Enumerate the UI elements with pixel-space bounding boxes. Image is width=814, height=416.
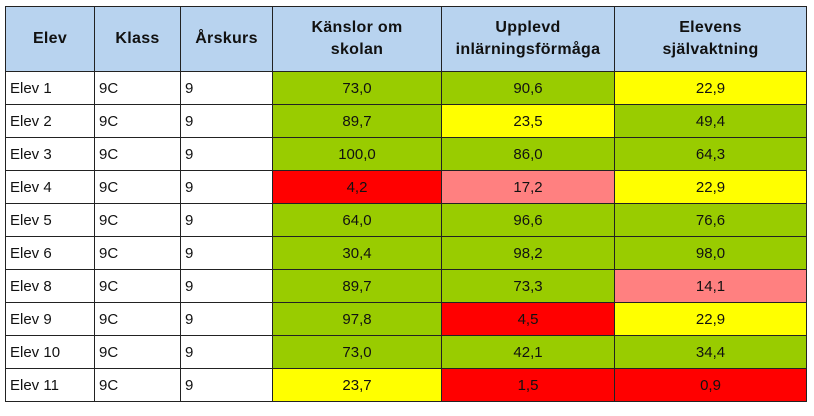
cell-kanslor: 89,7: [272, 104, 442, 138]
cell-upplevd: 17,2: [441, 170, 615, 204]
cell-kanslor: 64,0: [272, 203, 442, 237]
column-header-label: Upplevd inlärningsförmåga: [455, 19, 601, 58]
cell-klass: 9C: [94, 302, 181, 336]
table-row: Elev 3 9C 9 100,0 86,0 64,3: [5, 137, 807, 171]
cell-sjalv: 34,4: [614, 335, 807, 369]
cell-sjalv: 64,3: [614, 137, 807, 171]
cell-klass: 9C: [94, 104, 181, 138]
cell-arskurs: 9: [180, 137, 273, 171]
table-body: Elev 1 9C 9 73,0 90,6 22,9 Elev 2 9C 9 89,7 23,5 49…: [5, 71, 807, 402]
cell-klass: 9C: [94, 236, 181, 270]
cell-kanslor: 89,7: [272, 269, 442, 303]
column-header-label: Elevens självaktning: [662, 19, 759, 58]
table-row: Elev 8 9C 9 89,7 73,3 14,1: [5, 269, 807, 303]
table-row: Elev 5 9C 9 64,0 96,6 76,6: [5, 203, 807, 237]
cell-upplevd: 42,1: [441, 335, 615, 369]
table-row: Elev 2 9C 9 89,7 23,5 49,4: [5, 104, 807, 138]
cell-kanslor: 100,0: [272, 137, 442, 171]
column-header-kanslor-om-skolan: Känslor om skolan: [272, 6, 442, 72]
cell-kanslor: 97,8: [272, 302, 442, 336]
column-header-elevens-sjalvaktning: Elevens självaktning: [614, 6, 807, 72]
cell-arskurs: 9: [180, 170, 273, 204]
cell-kanslor: 4,2: [272, 170, 442, 204]
cell-arskurs: 9: [180, 269, 273, 303]
cell-sjalv: 22,9: [614, 170, 807, 204]
cell-arskurs: 9: [180, 368, 273, 402]
cell-klass: 9C: [94, 71, 181, 105]
table-row: Elev 10 9C 9 73,0 42,1 34,4: [5, 335, 807, 369]
cell-klass: 9C: [94, 335, 181, 369]
cell-klass: 9C: [94, 269, 181, 303]
cell-upplevd: 86,0: [441, 137, 615, 171]
cell-klass: 9C: [94, 170, 181, 204]
table-row: Elev 1 9C 9 73,0 90,6 22,9: [5, 71, 807, 105]
column-header-arskurs: Årskurs: [180, 6, 273, 72]
cell-upplevd: 90,6: [441, 71, 615, 105]
cell-elev: Elev 3: [5, 137, 95, 171]
cell-sjalv: 14,1: [614, 269, 807, 303]
cell-elev: Elev 6: [5, 236, 95, 270]
column-header-label: Känslor om skolan: [311, 19, 403, 58]
cell-arskurs: 9: [180, 302, 273, 336]
cell-upplevd: 23,5: [441, 104, 615, 138]
cell-arskurs: 9: [180, 203, 273, 237]
cell-arskurs: 9: [180, 71, 273, 105]
cell-klass: 9C: [94, 137, 181, 171]
column-header-upplevd-inlarningsformaga: Upplevd inlärningsförmåga: [441, 6, 615, 72]
student-results-table: Elev Klass Årskurs Känslor om skolan Upp…: [5, 6, 807, 402]
cell-arskurs: 9: [180, 236, 273, 270]
cell-upplevd: 1,5: [441, 368, 615, 402]
cell-elev: Elev 9: [5, 302, 95, 336]
cell-elev: Elev 1: [5, 71, 95, 105]
cell-elev: Elev 10: [5, 335, 95, 369]
cell-sjalv: 22,9: [614, 71, 807, 105]
cell-sjalv: 22,9: [614, 302, 807, 336]
cell-elev: Elev 11: [5, 368, 95, 402]
cell-upplevd: 96,6: [441, 203, 615, 237]
table-row: Elev 4 9C 9 4,2 17,2 22,9: [5, 170, 807, 204]
table-row: Elev 9 9C 9 97,8 4,5 22,9: [5, 302, 807, 336]
column-header-klass: Klass: [94, 6, 181, 72]
cell-kanslor: 23,7: [272, 368, 442, 402]
column-header-elev: Elev: [5, 6, 95, 72]
cell-sjalv: 76,6: [614, 203, 807, 237]
cell-elev: Elev 5: [5, 203, 95, 237]
cell-kanslor: 73,0: [272, 71, 442, 105]
cell-sjalv: 49,4: [614, 104, 807, 138]
cell-klass: 9C: [94, 368, 181, 402]
cell-upplevd: 98,2: [441, 236, 615, 270]
cell-sjalv: 98,0: [614, 236, 807, 270]
cell-upplevd: 73,3: [441, 269, 615, 303]
cell-kanslor: 73,0: [272, 335, 442, 369]
cell-kanslor: 30,4: [272, 236, 442, 270]
table-row: Elev 11 9C 9 23,7 1,5 0,9: [5, 368, 807, 402]
cell-arskurs: 9: [180, 104, 273, 138]
cell-elev: Elev 4: [5, 170, 95, 204]
table-row: Elev 6 9C 9 30,4 98,2 98,0: [5, 236, 807, 270]
cell-arskurs: 9: [180, 335, 273, 369]
cell-upplevd: 4,5: [441, 302, 615, 336]
cell-sjalv: 0,9: [614, 368, 807, 402]
cell-elev: Elev 2: [5, 104, 95, 138]
cell-klass: 9C: [94, 203, 181, 237]
cell-elev: Elev 8: [5, 269, 95, 303]
header-row: Elev Klass Årskurs Känslor om skolan Upp…: [5, 6, 807, 72]
